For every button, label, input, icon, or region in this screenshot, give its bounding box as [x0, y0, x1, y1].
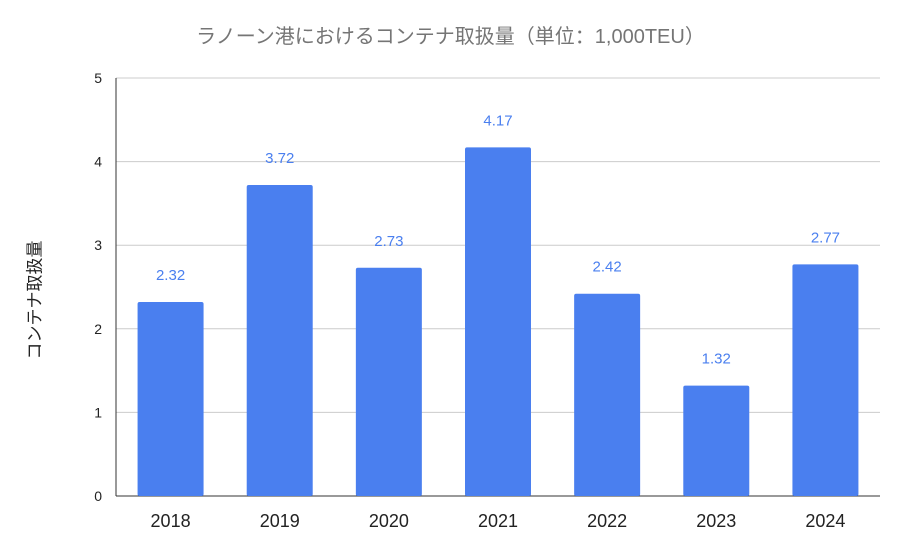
y-tick-label: 1 — [94, 404, 102, 420]
bar-2018 — [137, 302, 204, 496]
x-axis-ticks: 2018 2019 2020 2021 2022 2023 2024 — [151, 511, 846, 531]
chart-title: ラノーン港におけるコンテナ取扱量（単位：1,000TEU） — [196, 26, 705, 48]
y-axis-ticks: 0 1 2 3 4 5 — [94, 70, 102, 504]
data-label-2020: 2.73 — [374, 233, 403, 250]
x-tick-label-2023: 2023 — [696, 511, 736, 531]
bar-2024 — [792, 264, 859, 496]
bar-2021 — [465, 147, 531, 496]
y-tick-label: 2 — [94, 321, 102, 337]
y-tick-label: 3 — [94, 237, 102, 253]
data-label-2018: 2.32 — [156, 267, 185, 284]
bar-2023 — [683, 385, 750, 496]
y-tick-label: 5 — [94, 70, 102, 86]
x-tick-label-2020: 2020 — [369, 511, 409, 531]
data-label-2019: 3.72 — [265, 150, 294, 167]
data-label-2024: 2.77 — [811, 229, 840, 246]
y-tick-label: 0 — [94, 488, 102, 504]
x-tick-label-2018: 2018 — [151, 511, 191, 531]
bar-2022 — [574, 293, 641, 496]
x-tick-label-2024: 2024 — [805, 511, 845, 531]
bars — [137, 147, 859, 496]
x-tick-label-2021: 2021 — [478, 511, 518, 531]
data-label-2022: 2.42 — [593, 259, 622, 276]
data-label-2021: 4.17 — [483, 112, 512, 129]
x-tick-label-2022: 2022 — [587, 511, 627, 531]
y-tick-label: 4 — [94, 154, 102, 170]
bar-2020 — [355, 267, 422, 496]
data-labels: 2.32 3.72 2.73 4.17 2.42 1.32 2.77 — [156, 112, 840, 367]
bar-2019 — [246, 185, 313, 496]
x-tick-label-2019: 2019 — [260, 511, 300, 531]
data-label-2023: 1.32 — [702, 351, 731, 368]
